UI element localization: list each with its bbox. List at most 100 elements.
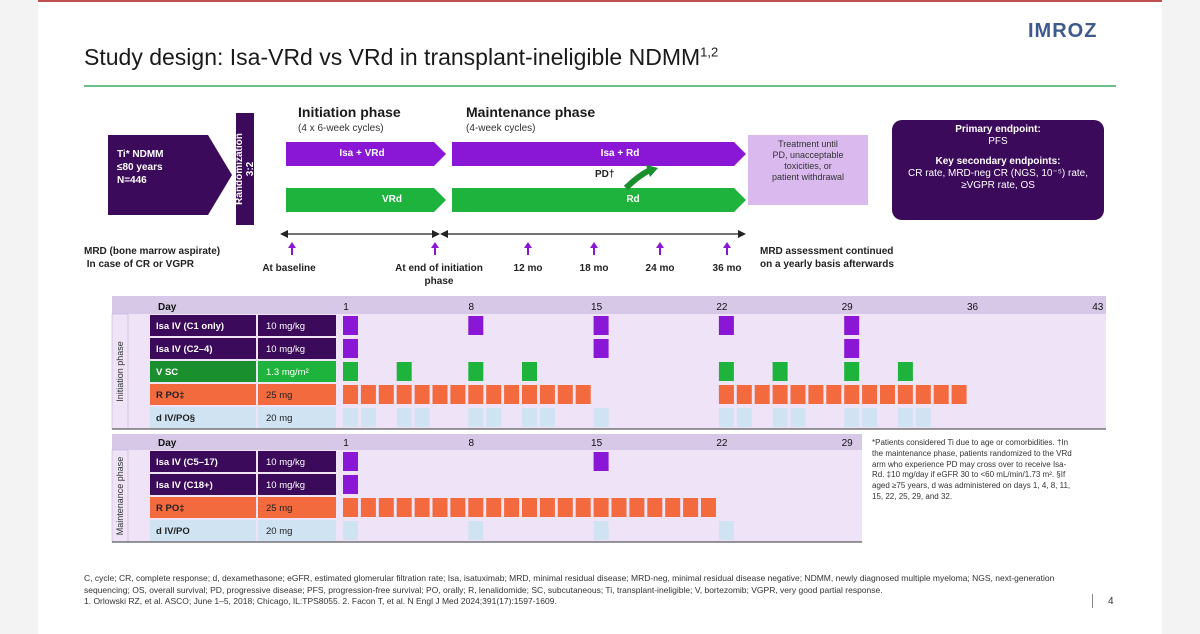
maintenance-table-drug-name: Isa IV (C18+) [156, 480, 213, 491]
maintenance-table-dose-mark [486, 498, 502, 517]
maintenance-table-day-tick: 8 [469, 438, 475, 449]
initiation-table-dose-mark [343, 362, 358, 381]
maintenance-table-day-tick: 22 [716, 438, 728, 449]
initiation-table-dose-mark [844, 385, 860, 404]
initiation-table-drug-cell [150, 361, 256, 382]
initiation-phase-title: Initiation phase [298, 104, 401, 120]
initiation-table-side-label: Initiation phase [115, 341, 125, 402]
isa-vrd-arrow [286, 142, 446, 166]
initiation-table-dose-mark [718, 316, 734, 335]
mrd-timepoint-baseline: At baseline [262, 263, 316, 274]
initiation-table-dose-mark [486, 385, 502, 404]
mrd-tick-arrows [288, 242, 731, 255]
initiation-table-dose-mark [736, 408, 752, 427]
top-accent-line [38, 0, 1162, 2]
maintenance-table-dose-mark [343, 452, 358, 471]
maintenance-table-dose-mark [360, 498, 376, 517]
initiation-table-dose-cell [258, 315, 336, 336]
maintenance-table-dose-cell [258, 474, 336, 495]
maintenance-table-dose-mark [593, 521, 609, 540]
mrd-right-label: MRD assessment continued on a yearly bas… [760, 246, 894, 270]
initiation-table-day-tick: 43 [1092, 302, 1104, 313]
initiation-table-dose-mark [718, 385, 734, 404]
maintenance-phase-title: Maintenance phase [466, 104, 596, 120]
references: 1. Orlowski RZ, et al. ASCO; June 1–5, 2… [84, 596, 557, 606]
maintenance-table-dose-cell [258, 451, 336, 472]
initiation-table-dose-mark [575, 385, 591, 404]
primary-endpoint: PFS [988, 136, 1008, 147]
maintenance-table-dose-mark [432, 498, 448, 517]
mrd-timepoint-36mo: 36 mo [712, 263, 742, 274]
maintenance-table-dose-mark [450, 498, 466, 517]
initiation-table-dose-mark [414, 408, 430, 427]
maintenance-table-drug-cell [150, 520, 256, 541]
initiation-table-dose-mark [343, 408, 358, 427]
maintenance-table-dose-mark [343, 498, 358, 517]
maintenance-table-dose-mark [343, 521, 358, 540]
maintenance-table-dose-mark [575, 498, 591, 517]
maintenance-table-drug-name: R PO‡ [156, 503, 185, 514]
primary-endpoint-title: Primary endpoint: [955, 124, 1041, 135]
mrd-timepoint-24mo: 24 mo [645, 263, 675, 274]
initiation-table-day-tick: 29 [842, 302, 854, 313]
initiation-table-dose-mark [772, 362, 788, 381]
initiation-table-dose-mark [343, 385, 358, 404]
vrd-arrow [286, 188, 446, 212]
initiation-table-dose-mark [862, 385, 878, 404]
initiation-table-day-tick: 36 [967, 302, 979, 313]
initiation-table-dose-cell [258, 407, 336, 428]
maintenance-table-day-header: Day [158, 438, 177, 449]
initiation-table-drug-name: R PO‡ [156, 390, 185, 401]
mrd-timeline [280, 230, 746, 255]
initiation-table-dose-mark [396, 408, 412, 427]
initiation-table-drug-name: Isa IV (C1 only) [156, 321, 224, 332]
maintenance-table-drug-cell [150, 474, 256, 495]
initiation-table-dose-mark [360, 408, 376, 427]
title-divider [84, 85, 1116, 87]
initiation-table-dose-mark [933, 385, 949, 404]
initiation-table-dose-mark [593, 339, 609, 358]
mrd-timepoint-12mo: 12 mo [513, 263, 543, 274]
initiation-table-drug-name: d IV/PO§ [156, 413, 195, 424]
initiation-table-dose-mark [378, 385, 394, 404]
initiation-table-drug-cell [150, 315, 256, 336]
initiation-table-dose-mark [754, 385, 770, 404]
initiation-table-dose-mark [844, 339, 860, 358]
initiation-table-dose-mark [897, 385, 913, 404]
secondary-endpoints-title: Key secondary endpoints: [935, 156, 1061, 167]
initiation-table-dose-mark [486, 408, 502, 427]
initiation-table-dose-mark [396, 385, 412, 404]
title-text: Study design: Isa-VRd vs VRd in transpla… [84, 44, 701, 70]
initiation-table-drug-name: V SC [156, 367, 178, 378]
maintenance-table-dose-mark [629, 498, 645, 517]
maintenance-table-dose-cell [258, 497, 336, 518]
initiation-table-dose-mark [772, 385, 788, 404]
endpoints-text: Primary endpoint: PFS Key secondary endp… [892, 124, 1104, 192]
maintenance-table-dose: 25 mg [266, 503, 292, 514]
initiation-table-dose-mark [522, 408, 537, 427]
treatment-until-text: Treatment until PD, unacceptable toxicit… [771, 139, 845, 182]
initiation-table-dose-mark [557, 385, 573, 404]
mrd-timepoint-end-initiation: At end of initiation phase [395, 263, 483, 287]
maintenance-table-dose-mark [593, 498, 609, 517]
initiation-table-dose: 10 mg/kg [266, 344, 305, 355]
initiation-table-dose-mark [343, 339, 358, 358]
initiation-table-dose-mark [897, 408, 913, 427]
randomization-bar [236, 113, 254, 225]
initiation-table-dose: 25 mg [266, 390, 292, 401]
maintenance-table-dose-mark [593, 452, 609, 471]
initiation-table-dose-mark [736, 385, 752, 404]
maintenance-table-drug-name: Isa IV (C5–17) [156, 457, 218, 468]
initiation-table-drug-cell [150, 384, 256, 405]
title-superscript: 1,2 [700, 44, 719, 60]
initiation-table-drug-cell [150, 407, 256, 428]
rd-label: Rd [626, 194, 640, 205]
initiation-table-dose-mark [414, 385, 430, 404]
maintenance-table-dose-mark [378, 498, 394, 517]
initiation-table-dose-mark [539, 408, 555, 427]
isa-rd-label: Isa + Rd [600, 148, 640, 159]
maintenance-table-dose-mark [701, 498, 716, 517]
maintenance-table-dose-cell [258, 520, 336, 541]
maintenance-table-day-tick: 29 [842, 438, 854, 449]
initiation-table-dose-mark [360, 385, 376, 404]
